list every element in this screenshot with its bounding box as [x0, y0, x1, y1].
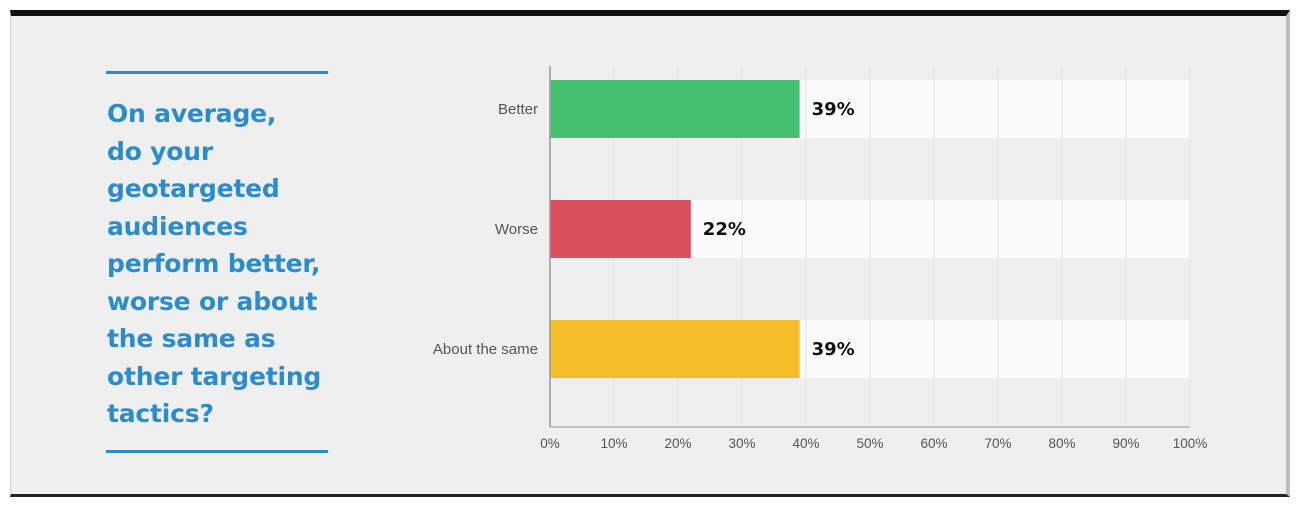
- bar: [550, 80, 800, 138]
- x-tick-label: 40%: [792, 436, 819, 451]
- category-label: About the same: [433, 341, 538, 358]
- axes: 0% 10% 20% 30% 40% 50% 60% 70% 80% 90% 100%: [540, 66, 1207, 451]
- data-label: 39%: [812, 339, 855, 360]
- bar: [550, 200, 691, 258]
- survey-question: On average, do your geotargeted audience…: [107, 99, 322, 428]
- category-label: Better: [498, 101, 538, 118]
- x-tick-label: 90%: [1112, 436, 1139, 451]
- x-tick-label: 80%: [1048, 436, 1075, 451]
- x-tick-label: 0%: [540, 436, 560, 451]
- x-tick-label: 60%: [920, 436, 947, 451]
- data-label: 39%: [812, 99, 855, 120]
- x-tick-label: 30%: [728, 436, 755, 451]
- category-label: Worse: [495, 221, 538, 238]
- bar: [550, 320, 800, 378]
- top-divider: [106, 71, 328, 74]
- x-tick-label: 10%: [600, 436, 627, 451]
- x-tick-label: 100%: [1173, 436, 1208, 451]
- bottom-divider: [106, 450, 328, 453]
- x-tick-label: 70%: [984, 436, 1011, 451]
- x-tick-label: 50%: [856, 436, 883, 451]
- data-label: 22%: [703, 219, 746, 240]
- x-tick-label: 20%: [664, 436, 691, 451]
- bars: Better 39% Worse 22% About the same 39%: [433, 80, 855, 378]
